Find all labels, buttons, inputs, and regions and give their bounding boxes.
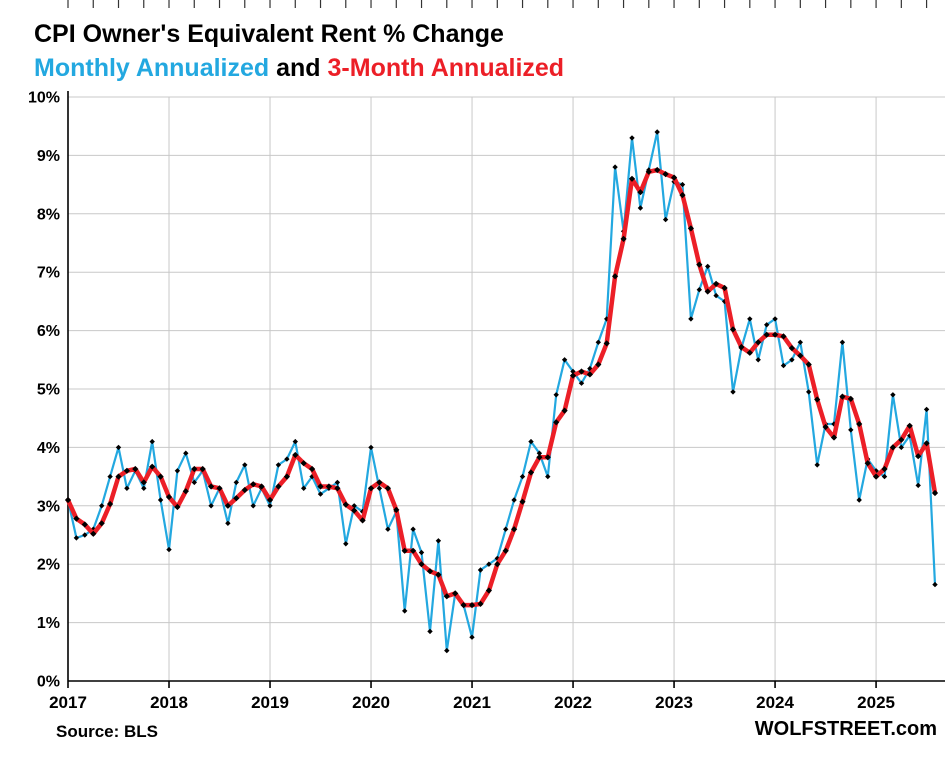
y-tick-label: 0% [37, 674, 60, 691]
subtitle-three-month: 3-Month Annualized [327, 54, 565, 82]
x-tick-label: 2022 [554, 693, 592, 712]
subtitle-monthly: Monthly Annualized [34, 54, 270, 82]
x-tick-label: 2019 [251, 693, 289, 712]
y-tick-label: 2% [37, 557, 60, 574]
x-tick-label: 2018 [150, 693, 188, 712]
x-tick-label: 2025 [857, 693, 895, 712]
branding-wolfstreet: WOLFSTREET.com [754, 718, 937, 740]
y-tick-label: 1% [37, 615, 60, 632]
y-tick-label: 8% [37, 206, 60, 223]
monthly-series-line [66, 130, 937, 652]
y-tick-label: 4% [37, 440, 60, 457]
subtitle-and: and [269, 54, 328, 82]
chart-title: CPI Owner's Equivalent Rent % Change [34, 20, 504, 48]
x-tick-label: 2024 [756, 693, 794, 712]
y-tick-label: 3% [37, 498, 60, 515]
x-tick-label: 2023 [655, 693, 693, 712]
y-tick-label: 10% [28, 90, 60, 107]
chart-subtitle: Monthly Annualized and 3-Month Annualize… [34, 54, 564, 83]
y-tick-label: 7% [37, 265, 60, 282]
y-tick-label: 9% [37, 148, 60, 165]
x-tick-label: 2017 [49, 693, 87, 712]
y-tick-label: 5% [37, 382, 60, 399]
source-label: Source: BLS [56, 722, 159, 741]
y-tick-label: 6% [37, 323, 60, 340]
x-tick-label: 2021 [453, 693, 491, 712]
x-tick-label: 2020 [352, 693, 390, 712]
monthly-series-markers [65, 129, 938, 654]
